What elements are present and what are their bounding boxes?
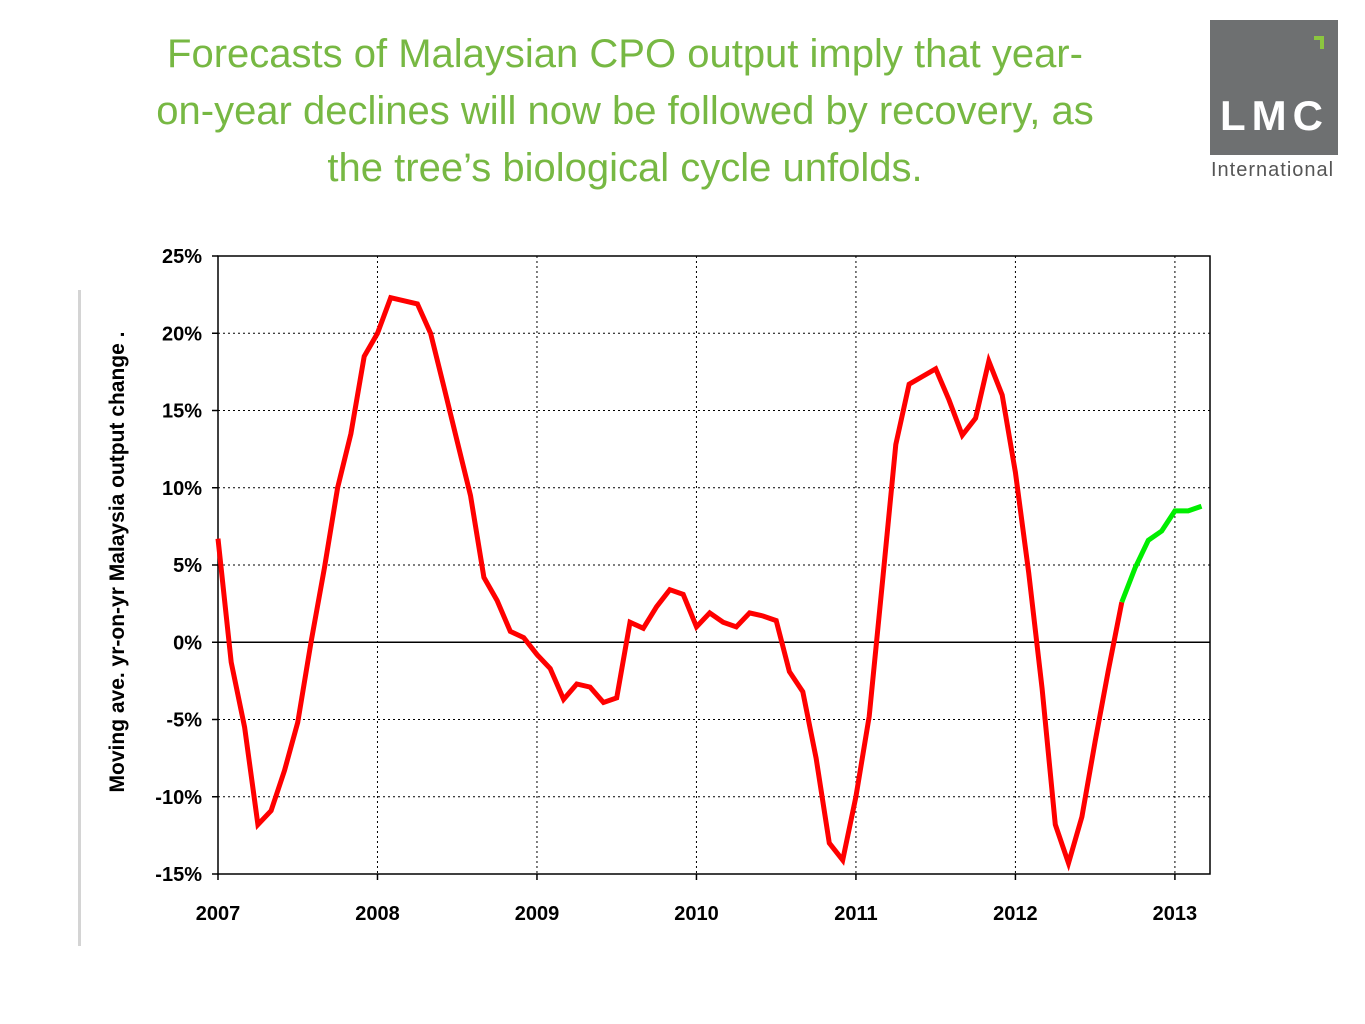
y-tick-label: -10%: [155, 787, 202, 809]
y-tick-label: -5%: [166, 710, 202, 732]
slide-title: Forecasts of Malaysian CPO output imply …: [40, 26, 1210, 197]
y-tick-label: 15%: [162, 401, 202, 423]
logo-box: LMC: [1210, 20, 1338, 155]
y-tick-label: 25%: [162, 246, 202, 268]
x-tick-label: 2012: [993, 903, 1038, 925]
logo-subtext: International: [1211, 159, 1335, 181]
y-tick-label: 0%: [173, 632, 202, 654]
y-tick-label: 20%: [162, 323, 202, 345]
series-line-2: [1119, 503, 1203, 604]
x-tick-label: 2011: [834, 903, 877, 925]
y-tick-label: 5%: [173, 555, 202, 577]
left-divider: [78, 290, 81, 946]
chart-grid: [218, 256, 1210, 874]
x-axis-ticks: 2007 2008 2009 2010 2011 2012 2013: [196, 874, 1197, 925]
chart-series: [215, 294, 1203, 872]
x-tick-label: 2010: [674, 903, 719, 925]
lmc-logo: LMC International: [1207, 20, 1339, 185]
y-axis-label: Moving ave. yr-on-yr Malaysia output cha…: [106, 332, 129, 793]
y-tick-label: -15%: [155, 864, 202, 886]
logo-corner-mark-icon: [1314, 36, 1324, 49]
x-tick-label: 2008: [355, 903, 400, 925]
title-line-3: the tree’s biological cycle unfolds.: [327, 146, 923, 190]
logo-text: LMC: [1220, 92, 1329, 139]
title-line-2: on-year declines will now be followed by…: [156, 89, 1094, 133]
y-axis-ticks: 25% 20% 15% 10% 5% 0% -5% -10% -15%: [155, 246, 218, 886]
x-tick-label: 2013: [1153, 903, 1198, 925]
series-line-1: [215, 294, 1125, 872]
x-tick-label: 2009: [515, 903, 560, 925]
title-line-1: Forecasts of Malaysian CPO output imply …: [167, 32, 1083, 76]
x-tick-label: 2007: [196, 903, 241, 925]
y-tick-label: 10%: [162, 478, 202, 500]
